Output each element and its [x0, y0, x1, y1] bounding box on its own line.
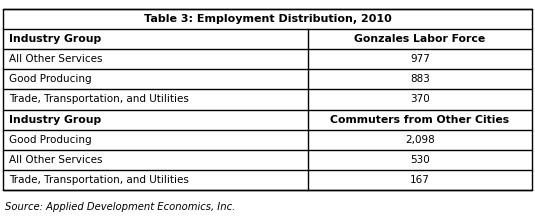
Text: Industry Group: Industry Group [9, 114, 101, 125]
Text: 530: 530 [410, 155, 430, 165]
Text: 167: 167 [410, 175, 430, 185]
Text: Table 3: Employment Distribution, 2010: Table 3: Employment Distribution, 2010 [143, 14, 392, 24]
Text: All Other Services: All Other Services [9, 155, 103, 165]
Text: 977: 977 [410, 54, 430, 64]
Text: 370: 370 [410, 94, 430, 105]
Text: Commuters from Other Cities: Commuters from Other Cities [331, 114, 509, 125]
Text: All Other Services: All Other Services [9, 54, 103, 64]
Text: Industry Group: Industry Group [9, 34, 101, 44]
Text: 2,098: 2,098 [405, 135, 435, 145]
Text: Good Producing: Good Producing [9, 74, 91, 84]
Text: Trade, Transportation, and Utilities: Trade, Transportation, and Utilities [9, 175, 189, 185]
Text: Trade, Transportation, and Utilities: Trade, Transportation, and Utilities [9, 94, 189, 105]
Text: Gonzales Labor Force: Gonzales Labor Force [354, 34, 486, 44]
Text: 883: 883 [410, 74, 430, 84]
Text: Good Producing: Good Producing [9, 135, 91, 145]
Text: Source: Applied Development Economics, Inc.: Source: Applied Development Economics, I… [5, 202, 235, 212]
Bar [3, 9, 532, 190]
